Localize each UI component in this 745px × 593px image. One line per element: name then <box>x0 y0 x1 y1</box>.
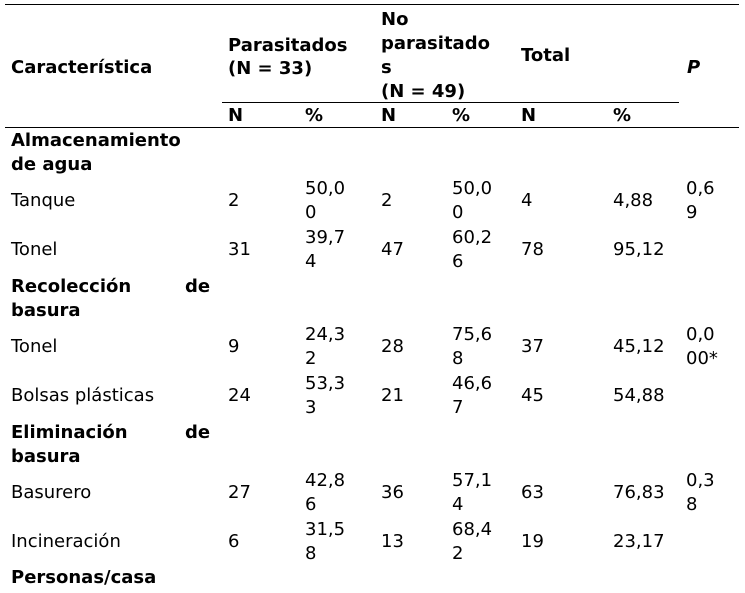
cell-pct-parasitados-a: 42,8 <box>305 470 346 491</box>
header-group-rule <box>222 102 679 103</box>
cell-pct-no-parasitados-a: 60,2 <box>452 227 493 248</box>
section-title-recoleccion-2: basura <box>11 300 81 321</box>
cell-pct-no-parasitados-a: 75,6 <box>452 324 493 345</box>
cell-pct-no-parasitados-a: 68,4 <box>452 519 493 540</box>
cell-n-parasitados: 24 <box>228 385 251 406</box>
header-caracteristica: Característica <box>11 57 153 78</box>
cell-n-no-parasitados: 47 <box>381 239 404 260</box>
cell-pct-total: 54,88 <box>613 385 665 406</box>
cell-pct-parasitados-b: 6 <box>305 494 317 515</box>
subheader-n-1: N <box>228 105 244 126</box>
cell-pct-parasitados-b: 8 <box>305 543 317 564</box>
subheader-pct-1: % <box>305 105 324 126</box>
cell-n-parasitados: 9 <box>228 336 240 357</box>
header-total: Total <box>521 45 571 66</box>
cell-p-value-a: 0,3 <box>686 470 715 491</box>
cell-n-total: 78 <box>521 239 544 260</box>
cell-pct-total: 76,83 <box>613 482 665 503</box>
table-top-rule <box>5 4 739 5</box>
section-title-almacenamiento-2: de agua <box>11 154 93 175</box>
cell-pct-no-parasitados-b: 0 <box>452 202 464 223</box>
row-label: Tonel <box>11 336 58 357</box>
cell-pct-total: 23,17 <box>613 531 665 552</box>
section-title-recoleccion-1a: Recolección <box>11 276 132 297</box>
cell-pct-parasitados-a: 53,3 <box>305 373 346 394</box>
row-label: Bolsas plásticas <box>11 385 155 406</box>
subheader-pct-3: % <box>613 105 632 126</box>
row-label: Incineración <box>11 531 121 552</box>
cell-n-parasitados: 6 <box>228 531 240 552</box>
cell-n-no-parasitados: 2 <box>381 190 393 211</box>
cell-p-value-b: 8 <box>686 494 698 515</box>
cell-pct-parasitados-b: 2 <box>305 348 317 369</box>
cell-pct-total: 95,12 <box>613 239 665 260</box>
cell-pct-total: 4,88 <box>613 190 654 211</box>
section-title-eliminacion-1b: de <box>185 422 211 443</box>
cell-p-value-a: 0,6 <box>686 178 715 199</box>
header-bottom-rule <box>5 127 739 128</box>
cell-pct-parasitados-a: 39,7 <box>305 227 346 248</box>
section-title-almacenamiento-1: Almacenamiento <box>11 130 181 151</box>
subheader-pct-2: % <box>452 105 471 126</box>
header-no-parasitados-3: s <box>381 57 392 78</box>
header-no-parasitados-1: No <box>381 9 409 30</box>
cell-n-total: 45 <box>521 385 544 406</box>
subheader-n-3: N <box>521 105 537 126</box>
cell-pct-no-parasitados-a: 46,6 <box>452 373 493 394</box>
cell-n-total: 19 <box>521 531 544 552</box>
cell-pct-no-parasitados-b: 6 <box>452 251 464 272</box>
header-parasitados: Parasitados <box>228 35 348 56</box>
cell-n-total: 63 <box>521 482 544 503</box>
cell-pct-no-parasitados-b: 8 <box>452 348 464 369</box>
cell-n-no-parasitados: 13 <box>381 531 404 552</box>
cell-pct-parasitados-b: 4 <box>305 251 317 272</box>
cell-pct-no-parasitados-b: 7 <box>452 397 464 418</box>
section-title-eliminacion-1a: Eliminación <box>11 422 128 443</box>
cell-pct-parasitados-a: 31,5 <box>305 519 346 540</box>
cell-n-no-parasitados: 28 <box>381 336 404 357</box>
row-label: Tonel <box>11 239 58 260</box>
cell-pct-parasitados-a: 50,0 <box>305 178 346 199</box>
row-label: Tanque <box>11 190 76 211</box>
header-parasitados-n: (N = 33) <box>228 58 313 79</box>
cell-n-total: 37 <box>521 336 544 357</box>
section-title-eliminacion-2: basura <box>11 446 81 467</box>
cell-pct-total: 45,12 <box>613 336 665 357</box>
cell-pct-no-parasitados-a: 50,0 <box>452 178 493 199</box>
cell-n-no-parasitados: 21 <box>381 385 404 406</box>
cell-n-no-parasitados: 36 <box>381 482 404 503</box>
cell-p-value-a: 0,0 <box>686 324 715 345</box>
cell-p-value-b: 9 <box>686 202 698 223</box>
header-no-parasitados-2: parasitado <box>381 33 490 54</box>
cell-n-parasitados: 2 <box>228 190 240 211</box>
cell-pct-no-parasitados-b: 4 <box>452 494 464 515</box>
section-title-personas-casa: Personas/casa <box>11 567 157 588</box>
cell-pct-parasitados-a: 24,3 <box>305 324 346 345</box>
section-title-recoleccion-1b: de <box>185 276 211 297</box>
cell-n-total: 4 <box>521 190 533 211</box>
cell-pct-parasitados-b: 0 <box>305 202 317 223</box>
cell-n-parasitados: 31 <box>228 239 251 260</box>
row-label: Basurero <box>11 482 92 503</box>
cell-pct-no-parasitados-b: 2 <box>452 543 464 564</box>
header-p: P <box>687 57 701 78</box>
header-no-parasitados-n: (N = 49) <box>381 81 466 102</box>
cell-n-parasitados: 27 <box>228 482 251 503</box>
cell-p-value-b: 00* <box>686 348 718 369</box>
subheader-n-2: N <box>381 105 397 126</box>
cell-pct-no-parasitados-a: 57,1 <box>452 470 493 491</box>
cell-pct-parasitados-b: 3 <box>305 397 317 418</box>
